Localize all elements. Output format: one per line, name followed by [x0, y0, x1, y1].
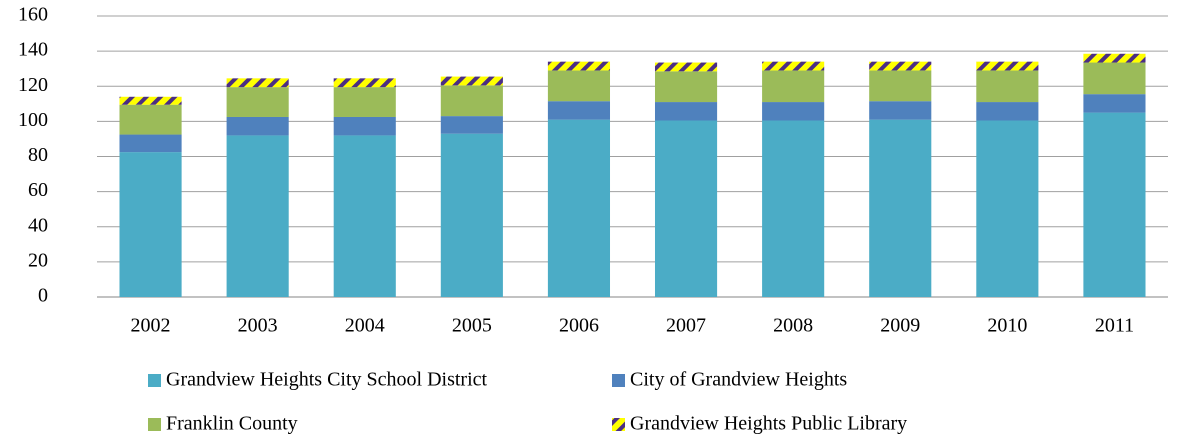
bar-segment: [1083, 53, 1146, 63]
bar-segment: [333, 78, 396, 88]
y-tick-label: 80: [28, 144, 48, 166]
bar-segment: [547, 119, 611, 298]
bar-segment: [762, 70, 825, 103]
x-tick-label: 2009: [880, 315, 920, 337]
y-tick-label: 120: [18, 74, 48, 96]
legend-label: Grandview Heights City School District: [166, 369, 488, 391]
bar-segment: [976, 120, 1039, 297]
bar-segment: [976, 102, 1039, 121]
bar-segment: [440, 85, 503, 117]
legend-swatch: [148, 418, 161, 431]
bar-segment: [1083, 112, 1146, 297]
y-tick-label: 140: [18, 39, 48, 61]
bar-segment: [654, 71, 718, 103]
y-tick-label: 60: [28, 179, 48, 201]
bar-segment: [869, 119, 932, 298]
bar-segment: [869, 70, 932, 102]
legend-label: Grandview Heights Public Library: [630, 413, 907, 435]
bar-segment: [440, 116, 503, 134]
bar-segment: [119, 134, 182, 153]
legend-label: City of Grandview Heights: [630, 369, 847, 391]
x-tick-label: 2010: [987, 315, 1027, 337]
y-tick-label: 40: [28, 214, 48, 236]
bar-segment: [654, 102, 718, 121]
bar-segment: [976, 70, 1039, 103]
x-tick-label: 2002: [131, 315, 171, 337]
x-tick-label: 2004: [345, 315, 385, 337]
x-tick-label: 2008: [773, 315, 813, 337]
bar-segment: [762, 102, 825, 121]
legend-swatch: [148, 374, 161, 387]
bar-segment: [976, 61, 1039, 71]
legend-label: Franklin County: [166, 413, 298, 435]
bar-segment: [440, 133, 503, 297]
bar-segment: [762, 61, 825, 71]
bar-segment: [333, 87, 396, 117]
bar-segment: [547, 70, 611, 102]
legend-swatch: [612, 374, 625, 387]
bar-segment: [333, 116, 396, 136]
x-tick-label: 2007: [666, 315, 706, 337]
y-tick-label: 20: [28, 249, 48, 271]
bar-segment: [762, 120, 825, 297]
bar-segment: [119, 152, 182, 297]
bar-segment: [1083, 94, 1146, 113]
bar-segment: [226, 78, 289, 88]
bar-segment: [1083, 62, 1146, 95]
bar-segment: [226, 87, 289, 117]
legend-swatch: [612, 418, 625, 431]
bar-segment: [440, 76, 503, 86]
bar-segment: [547, 101, 611, 120]
bar-segment: [333, 135, 396, 297]
bar-segment: [654, 62, 718, 72]
bar-segment: [119, 104, 182, 135]
x-tick-label: 2003: [238, 315, 278, 337]
y-tick-label: 160: [18, 4, 48, 26]
bar-segment: [869, 61, 932, 71]
bar-segment: [226, 135, 289, 297]
bar-segment: [119, 96, 182, 105]
bar-segment: [547, 61, 611, 71]
y-tick-label: 100: [18, 109, 48, 131]
bar-segment: [226, 116, 289, 136]
y-tick-label: 0: [38, 285, 48, 307]
bar-segment: [869, 101, 932, 120]
bar-segment: [654, 120, 718, 297]
x-tick-label: 2011: [1095, 315, 1134, 337]
x-tick-label: 2006: [559, 315, 599, 337]
x-tick-label: 2005: [452, 315, 492, 337]
